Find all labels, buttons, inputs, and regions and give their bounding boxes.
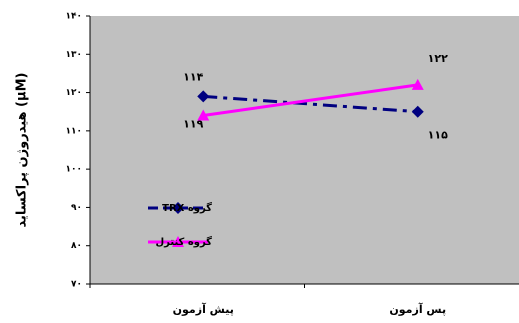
marker <box>197 90 210 103</box>
series-line <box>203 83 418 118</box>
y-tick-label: ۱۳۰ <box>66 50 82 60</box>
marker <box>172 202 184 214</box>
data-label: ۱۲۲ <box>428 52 448 65</box>
legend-label: گروه کنترل <box>155 235 212 248</box>
y-tick-label: ۹۰ <box>71 203 82 213</box>
data-label: ۱۱۹ <box>183 117 203 130</box>
series-line <box>203 94 418 114</box>
y-tick-label: ۱۰۰ <box>66 165 82 175</box>
plot-area <box>90 16 519 284</box>
data-label: ۱۱۵ <box>428 129 448 142</box>
data-label: ۱۱۴ <box>183 71 203 84</box>
y-tick-label: ۱۲۰ <box>66 88 82 98</box>
marker <box>411 105 424 118</box>
legend-label: گروه TRX <box>162 201 212 214</box>
y-axis-label: هیدروژن پراکساید (μM) <box>15 73 30 228</box>
marker <box>197 109 210 121</box>
y-tick-label: ۱۱۰ <box>66 126 82 136</box>
y-tick-label: ۱۴۰ <box>66 12 82 22</box>
x-tick-label: پیش آزمون <box>173 302 234 316</box>
marker <box>172 236 184 247</box>
x-tick-label: پس آزمون <box>389 302 446 316</box>
y-tick-label: ۸۰ <box>71 241 82 251</box>
y-tick-label: ۷۰ <box>71 280 82 290</box>
marker <box>411 78 424 90</box>
